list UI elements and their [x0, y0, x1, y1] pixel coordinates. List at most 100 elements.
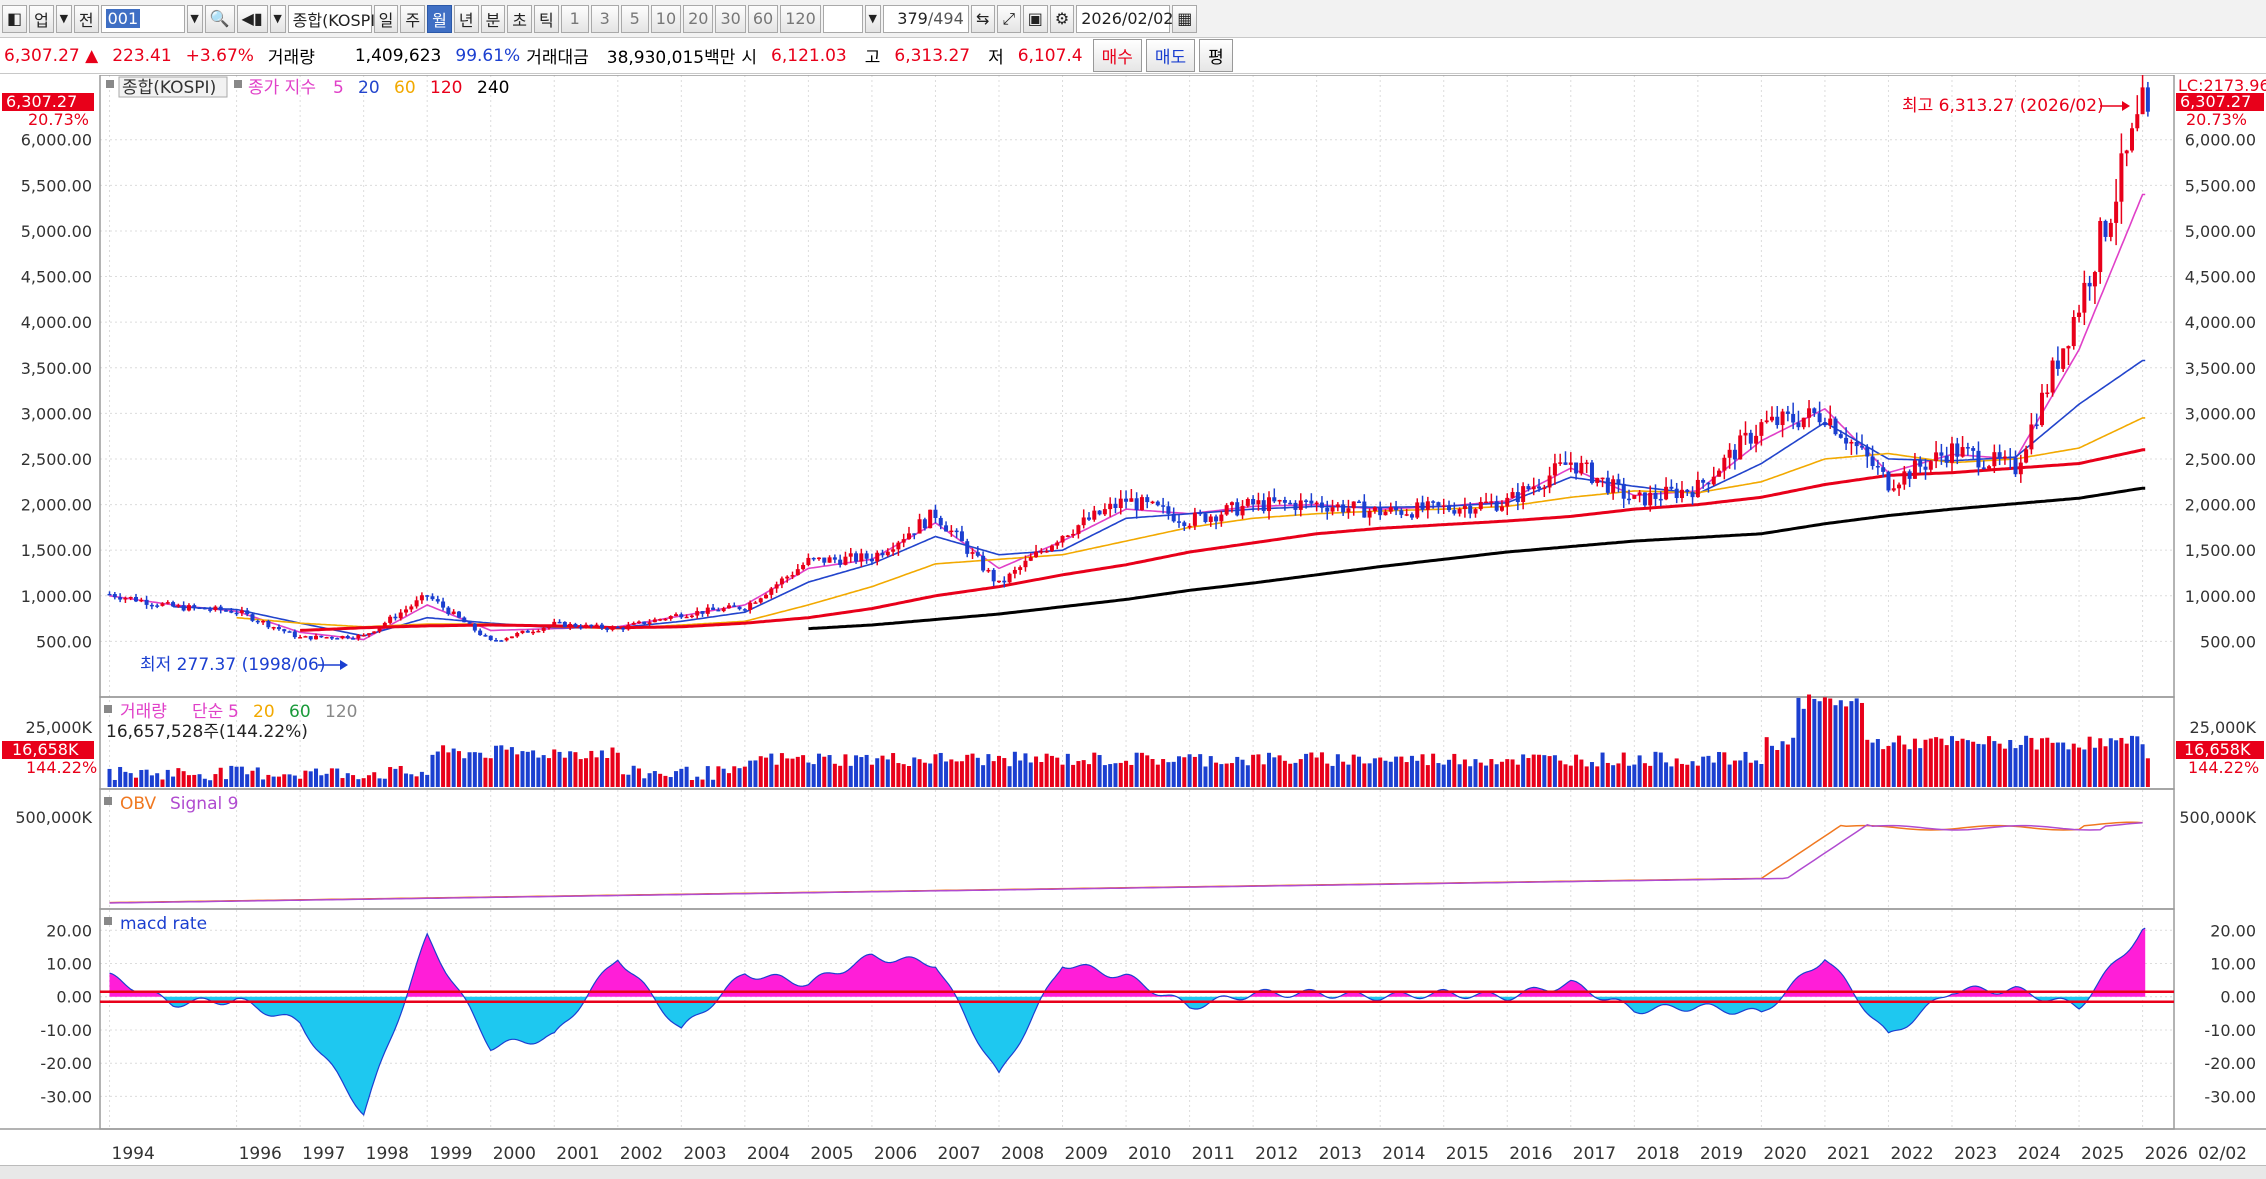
candle-body [1473, 509, 1478, 514]
code-input-value: 001 [105, 9, 141, 28]
interval-button[interactable]: 20 [683, 4, 714, 33]
gear-icon[interactable]: ⚙ [1049, 4, 1075, 33]
period-tab[interactable]: 분 [480, 4, 506, 33]
volume-bar [1658, 752, 1663, 787]
candle-body [1198, 512, 1203, 515]
candle-body [1102, 509, 1107, 515]
candle-body [1362, 501, 1367, 518]
candle-body [599, 624, 604, 629]
chart-area[interactable]: 500.00 500.00 1,000.00 1,000.00 1,500.00 1,50… [0, 75, 2266, 1165]
volume-bar [1505, 759, 1510, 787]
period-tab[interactable]: 일 [373, 4, 399, 33]
volume-bar [716, 766, 721, 787]
period-tab[interactable]: 틱 [534, 4, 559, 33]
code-dropdown-icon[interactable]: ▼ [186, 4, 203, 33]
market-name-field[interactable]: 종합(KOSPI) [287, 4, 381, 33]
low-annotation-text: 최저 277.37 (1998/06) [140, 655, 325, 675]
candle-body [1441, 505, 1446, 507]
candle-body [1187, 525, 1192, 528]
volume-bar [1473, 759, 1478, 787]
volume-bar [181, 771, 186, 787]
volume-bar [1124, 760, 1129, 787]
search-icon[interactable]: 🔍 [204, 4, 235, 33]
volume-bar [795, 756, 800, 787]
volume-bar [1208, 756, 1213, 787]
volume-bar [1219, 764, 1224, 787]
interval-button[interactable]: 60 [747, 4, 779, 33]
x-tick-label: 2003 [683, 1144, 726, 1164]
candle-body [1875, 465, 1880, 468]
save-icon[interactable]: ▣ [1022, 4, 1048, 33]
date-value: 2026/02/02 [1081, 9, 1174, 28]
candle-body [1092, 510, 1097, 520]
interval-dropdown-icon[interactable]: ▼ [864, 4, 881, 33]
candle-body [1012, 569, 1017, 574]
count-display[interactable]: 379/494 [882, 4, 969, 33]
volume-bar [1605, 762, 1610, 787]
volume-bar [356, 779, 361, 787]
volume-bar [573, 752, 578, 787]
volume-bar [229, 765, 234, 787]
interval-button[interactable]: 5 [620, 4, 649, 33]
chevron-down-icon[interactable]: ▼ [55, 4, 72, 33]
interval-button[interactable]: 1 [560, 4, 589, 33]
interval-button[interactable]: 3 [590, 4, 619, 33]
volume-bar [652, 771, 657, 787]
volume-bar [1462, 759, 1467, 787]
low-label: 저 [988, 48, 1004, 68]
volume-bar [2039, 738, 2044, 787]
candle-body [1425, 501, 1430, 510]
volume-bar [1674, 758, 1679, 787]
buy-button[interactable]: 매수 [1092, 39, 1142, 72]
interval-custom-input[interactable] [822, 4, 863, 33]
period-tab[interactable]: 초 [507, 4, 533, 33]
volume-bar [1515, 764, 1520, 787]
candle-body [1372, 507, 1377, 511]
sell-button[interactable]: 매도 [1145, 39, 1196, 72]
volume-bar [282, 774, 287, 787]
interval-button[interactable]: 30 [715, 4, 746, 33]
volume-bar [2018, 744, 2023, 787]
volume-bar [1568, 765, 1573, 787]
candle-body [928, 509, 933, 529]
market-type-select[interactable]: 업 [29, 4, 54, 33]
layout-icon[interactable]: ◧ [2, 4, 28, 33]
left-volume-pct-text: 144.22% [26, 758, 97, 777]
code-input[interactable]: 001 [100, 4, 185, 33]
volume-bar [642, 778, 647, 787]
volume-bar [1272, 757, 1277, 787]
interval-button[interactable]: 120 [780, 4, 821, 33]
candle-body [398, 612, 403, 619]
volume-bar [287, 774, 292, 787]
all-button[interactable]: 전 [73, 4, 99, 33]
candle-body [1399, 510, 1404, 515]
volume-bar [329, 768, 334, 787]
candle-body [1844, 437, 1849, 444]
ma-legend-period: 5 [333, 78, 344, 98]
candle-body [2050, 360, 2055, 393]
candle-body [345, 635, 350, 639]
interval-button[interactable]: 10 [650, 4, 682, 33]
volume-bar [2071, 743, 2076, 787]
period-tab[interactable]: 주 [400, 4, 426, 33]
horizontal-scrollbar[interactable] [0, 1165, 2266, 1179]
price-info-bar: 6,307.27 ▲ 223.41 +3.67% 거래량 1,409,623 9… [0, 38, 2266, 74]
crosshair-icon[interactable]: ⤢ [996, 4, 1021, 33]
eval-button[interactable]: 평 [1199, 39, 1233, 72]
volume-bar [2061, 742, 2066, 787]
candle-body [573, 623, 578, 627]
speaker-dropdown-icon[interactable]: ▼ [269, 4, 286, 33]
high-arrowhead-icon [2122, 101, 2130, 111]
candle-body [1833, 418, 1838, 435]
date-field[interactable]: 2026/02/02 [1076, 4, 1174, 33]
period-tab[interactable]: 월 [427, 4, 452, 33]
speaker-icon[interactable]: ◀▮ [236, 4, 268, 33]
candle-body [970, 552, 975, 554]
candle-body [462, 617, 467, 623]
compare-icon[interactable]: ⇆ [970, 4, 995, 33]
calendar-icon[interactable]: ▦ [1172, 4, 1198, 33]
candle-body [1261, 500, 1266, 512]
volume-bar [202, 778, 207, 787]
candle-body [774, 584, 779, 589]
period-tab[interactable]: 년 [453, 4, 479, 33]
